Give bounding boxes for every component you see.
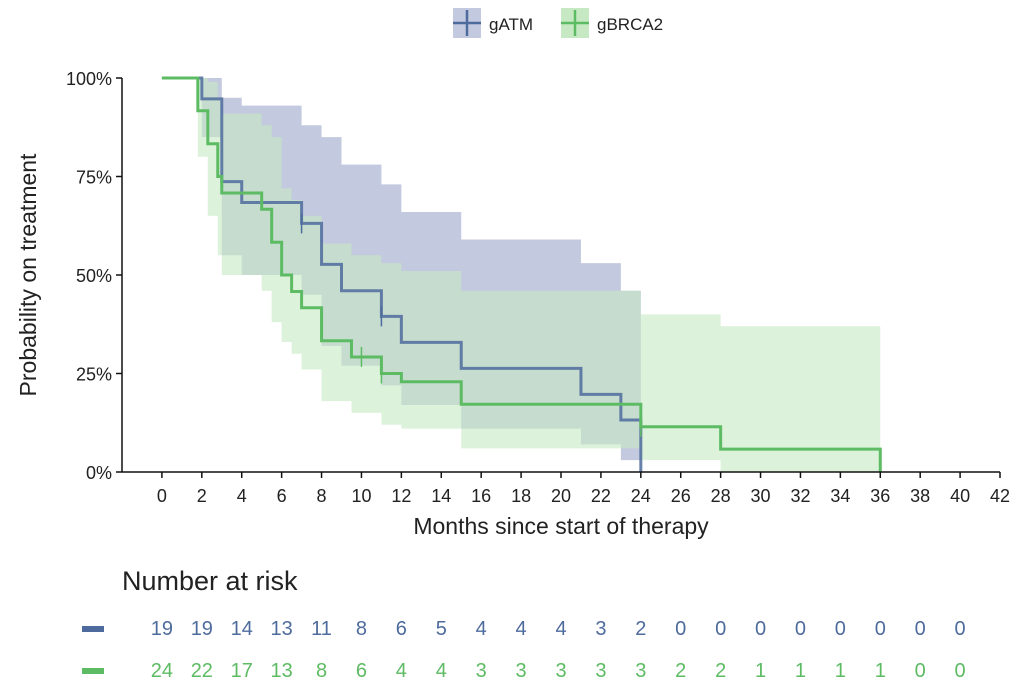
risk-value-gBRCA2: 1 bbox=[795, 660, 806, 682]
survival-curves bbox=[161, 76, 882, 472]
x-tick-label: 12 bbox=[391, 486, 411, 506]
y-tick-label: 25% bbox=[76, 365, 112, 385]
survival-curve-gBRCA2 bbox=[161, 76, 882, 472]
risk-value-gATM: 0 bbox=[875, 618, 886, 640]
risk-value-gBRCA2: 3 bbox=[516, 660, 527, 682]
risk-value-gBRCA2: 3 bbox=[476, 660, 487, 682]
plot-area bbox=[161, 76, 882, 472]
risk-value-gATM: 13 bbox=[271, 618, 293, 640]
x-tick-label: 14 bbox=[431, 486, 451, 506]
legend: gATM gBRCA2 bbox=[453, 8, 663, 38]
risk-row-key-gATM bbox=[82, 626, 104, 632]
risk-value-gBRCA2: 0 bbox=[955, 660, 966, 682]
risk-value-gATM: 4 bbox=[516, 618, 527, 640]
y-axis-label: Probability on treatment bbox=[15, 153, 41, 397]
risk-value-gATM: 11 bbox=[311, 618, 332, 640]
risk-value-gBRCA2: 8 bbox=[316, 660, 327, 682]
risk-value-gATM: 19 bbox=[151, 618, 173, 640]
risk-value-gBRCA2: 24 bbox=[151, 660, 173, 682]
x-tick-label: 6 bbox=[277, 486, 287, 506]
risk-value-gBRCA2: 17 bbox=[231, 660, 253, 682]
risk-value-gBRCA2: 1 bbox=[755, 660, 766, 682]
x-tick-label: 18 bbox=[511, 486, 531, 506]
risk-value-gATM: 0 bbox=[835, 618, 846, 640]
x-tick-label: 36 bbox=[870, 486, 890, 506]
risk-value-gBRCA2: 22 bbox=[191, 660, 213, 682]
x-tick-label: 8 bbox=[317, 486, 327, 506]
risk-value-gBRCA2: 6 bbox=[356, 660, 367, 682]
risk-value-gBRCA2: 13 bbox=[271, 660, 293, 682]
risk-value-gBRCA2: 4 bbox=[436, 660, 447, 682]
censor-marks bbox=[300, 213, 642, 437]
risk-value-gBRCA2: 0 bbox=[915, 660, 926, 682]
risk-value-gBRCA2: 1 bbox=[835, 660, 846, 682]
legend-label-gATM: gATM bbox=[489, 15, 533, 34]
legend-label-gBRCA2: gBRCA2 bbox=[597, 15, 663, 34]
y-tick-label: 50% bbox=[76, 266, 112, 286]
risk-value-gATM: 8 bbox=[356, 618, 367, 640]
survival-curve-gATM bbox=[161, 76, 643, 472]
risk-value-gATM: 6 bbox=[396, 618, 407, 640]
x-tick-label: 22 bbox=[591, 486, 611, 506]
y-tick-label: 0% bbox=[86, 463, 112, 483]
risk-value-gATM: 0 bbox=[675, 618, 686, 640]
risk-table: 19 19 14 13 11 8 6 5 4 4 4 3 2 0 0 0 0 0 0 0 024 22 17 13 8 6 4 4 3 3… bbox=[82, 618, 966, 682]
risk-value-gATM: 19 bbox=[191, 618, 213, 640]
confidence-bands bbox=[161, 78, 881, 472]
x-tick-label: 2 bbox=[197, 486, 207, 506]
x-tick-label: 16 bbox=[471, 486, 491, 506]
x-tick-label: 42 bbox=[990, 486, 1010, 506]
x-tick-label: 28 bbox=[711, 486, 731, 506]
risk-value-gATM: 3 bbox=[595, 618, 606, 640]
confidence-band-gBRCA2 bbox=[161, 78, 881, 472]
risk-value-gATM: 0 bbox=[715, 618, 726, 640]
risk-value-gATM: 0 bbox=[955, 618, 966, 640]
risk-value-gBRCA2: 3 bbox=[635, 660, 646, 682]
risk-row-key-gBRCA2 bbox=[82, 668, 104, 674]
axes: 0 2 4 6 8 10 12 14 16 18 20 22 24 26 28 30 32 34 36 38 40 420… bbox=[66, 69, 1010, 506]
x-tick-label: 4 bbox=[237, 486, 247, 506]
x-tick-label: 10 bbox=[351, 486, 371, 506]
x-tick-label: 24 bbox=[631, 486, 651, 506]
risk-value-gBRCA2: 3 bbox=[555, 660, 566, 682]
y-tick-label: 75% bbox=[76, 168, 112, 188]
x-tick-label: 26 bbox=[671, 486, 691, 506]
x-axis-label: Months since start of therapy bbox=[413, 513, 709, 539]
risk-value-gATM: 2 bbox=[635, 618, 646, 640]
risk-value-gBRCA2: 4 bbox=[396, 660, 407, 682]
risk-value-gATM: 14 bbox=[231, 618, 253, 640]
risk-value-gATM: 0 bbox=[755, 618, 766, 640]
x-tick-label: 34 bbox=[830, 486, 850, 506]
risk-value-gATM: 4 bbox=[555, 618, 566, 640]
risk-value-gATM: 4 bbox=[476, 618, 487, 640]
y-tick-label: 100% bbox=[66, 69, 112, 89]
risk-table-title: Number at risk bbox=[122, 566, 298, 596]
risk-value-gBRCA2: 1 bbox=[875, 660, 886, 682]
risk-value-gBRCA2: 2 bbox=[715, 660, 726, 682]
x-tick-label: 32 bbox=[790, 486, 810, 506]
x-tick-label: 20 bbox=[551, 486, 571, 506]
risk-value-gATM: 5 bbox=[436, 618, 447, 640]
risk-value-gATM: 0 bbox=[795, 618, 806, 640]
risk-value-gATM: 0 bbox=[915, 618, 926, 640]
x-tick-label: 30 bbox=[751, 486, 771, 506]
x-tick-label: 40 bbox=[950, 486, 970, 506]
risk-value-gBRCA2: 3 bbox=[595, 660, 606, 682]
risk-value-gBRCA2: 2 bbox=[675, 660, 686, 682]
x-tick-label: 0 bbox=[157, 486, 167, 506]
x-tick-label: 38 bbox=[910, 486, 930, 506]
